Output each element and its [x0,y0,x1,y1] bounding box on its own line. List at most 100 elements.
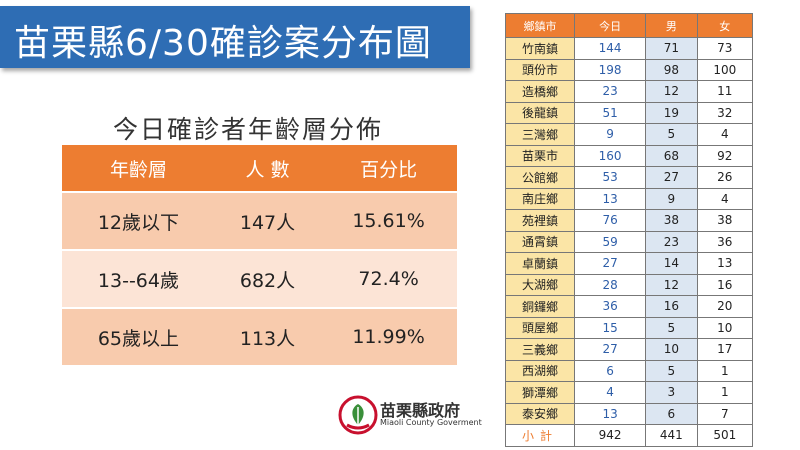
table-row: 苗栗市 160 68 92 [504,144,754,167]
township-cell: 頭屋鄉 [504,316,576,339]
table-row: 造橋鄉 23 12 11 [504,80,754,103]
female-count-cell: 32 [696,101,754,124]
table-row: 西湖鄉 6 5 1 [504,359,754,382]
female-count-cell: 17 [696,338,754,361]
female-count-cell: 20 [696,295,754,318]
total-today-cell: 942 [574,424,647,447]
today-count-cell: 9 [574,123,647,146]
female-count-cell: 100 [696,58,754,81]
female-count-cell: 1 [696,381,754,404]
age-group-cell: 13--64歲 [62,249,215,308]
female-count-cell: 13 [696,252,754,275]
table-row: 獅潭鄉 4 3 1 [504,381,754,404]
today-count-cell: 4 [574,381,647,404]
female-count-cell: 73 [696,37,754,60]
male-count-cell: 3 [645,381,698,404]
table-row: 後龍鎮 51 19 32 [504,101,754,124]
total-male-cell: 441 [645,424,698,447]
today-count-cell: 53 [574,166,647,189]
male-count-cell: 23 [645,230,698,253]
percentage-cell: 11.99% [320,307,457,365]
table-row: 卓蘭鎮 27 14 13 [504,252,754,275]
male-count-cell: 38 [645,209,698,232]
table-row: 65歲以上 113人 11.99% [62,307,457,365]
table-row: 13--64歲 682人 72.4% [62,249,457,308]
female-count-cell: 92 [696,144,754,167]
header-female: 女 [696,13,754,38]
logo-name: 苗栗縣政府 [380,401,461,420]
male-count-cell: 10 [645,338,698,361]
male-count-cell: 12 [645,273,698,296]
age-distribution-table: 年齡層 人 數 百分比 12歲以下 147人 15.61% 13--64歲 68… [62,145,457,365]
female-count-cell: 36 [696,230,754,253]
table-row: 三灣鄉 9 5 4 [504,123,754,146]
table-row: 通霄鎮 59 23 36 [504,230,754,253]
total-label-cell: 小計 [504,424,576,447]
today-count-cell: 15 [574,316,647,339]
total-row: 小計 942 441 501 [504,424,754,447]
count-cell: 682人 [214,249,321,308]
today-count-cell: 13 [574,402,647,425]
table-row: 三義鄉 27 10 17 [504,338,754,361]
today-count-cell: 6 [574,359,647,382]
township-cell: 泰安鄉 [504,402,576,425]
township-cases-table: 鄉鎮市 今日 男 女 竹南鎮 144 71 73 頭份市 198 98 100 造橋鄉 23 12 1… [504,13,754,447]
female-count-cell: 11 [696,80,754,103]
table-row: 南庄鄉 13 9 4 [504,187,754,210]
table-row: 12歲以下 147人 15.61% [62,191,457,250]
header-percentage: 百分比 [320,145,457,192]
female-count-cell: 26 [696,166,754,189]
today-count-cell: 27 [574,338,647,361]
township-cell: 苑裡鎮 [504,209,576,232]
township-cell: 三灣鄉 [504,123,576,146]
township-cell: 苗栗市 [504,144,576,167]
header-age-group: 年齡層 [62,145,215,192]
township-cell: 銅鑼鄉 [504,295,576,318]
today-count-cell: 144 [574,37,647,60]
age-table-title: 今日確診者年齡層分佈 [113,115,384,144]
township-cell: 獅潭鄉 [504,381,576,404]
female-count-cell: 10 [696,316,754,339]
table-row: 竹南鎮 144 71 73 [504,37,754,60]
female-count-cell: 1 [696,359,754,382]
age-group-cell: 12歲以下 [62,191,215,250]
table-row: 銅鑼鄉 36 16 20 [504,295,754,318]
header-count: 人 數 [214,145,321,192]
male-count-cell: 5 [645,316,698,339]
age-group-cell: 65歲以上 [62,307,215,365]
township-cell: 大湖鄉 [504,273,576,296]
male-count-cell: 16 [645,295,698,318]
male-count-cell: 71 [645,37,698,60]
township-cell: 三義鄉 [504,338,576,361]
township-cell: 西湖鄉 [504,359,576,382]
count-cell: 147人 [214,191,321,250]
male-count-cell: 27 [645,166,698,189]
table-row: 泰安鄉 13 6 7 [504,402,754,425]
female-count-cell: 38 [696,209,754,232]
male-count-cell: 5 [645,123,698,146]
township-cell: 頭份市 [504,58,576,81]
today-count-cell: 23 [574,80,647,103]
table-row: 大湖鄉 28 12 16 [504,273,754,296]
today-count-cell: 36 [574,295,647,318]
town-table-header: 鄉鎮市 今日 男 女 [504,13,754,38]
count-cell: 113人 [214,307,321,365]
male-count-cell: 5 [645,359,698,382]
township-cell: 通霄鎮 [504,230,576,253]
today-count-cell: 76 [574,209,647,232]
today-count-cell: 198 [574,58,647,81]
male-count-cell: 9 [645,187,698,210]
table-row: 頭份市 198 98 100 [504,58,754,81]
male-count-cell: 98 [645,58,698,81]
female-count-cell: 7 [696,402,754,425]
township-cell: 卓蘭鎮 [504,252,576,275]
county-emblem-icon [338,395,378,435]
female-count-cell: 16 [696,273,754,296]
percentage-cell: 15.61% [320,191,457,250]
today-count-cell: 59 [574,230,647,253]
today-count-cell: 27 [574,252,647,275]
township-cell: 後龍鎮 [504,101,576,124]
percentage-cell: 72.4% [320,249,457,308]
township-cell: 竹南鎮 [504,37,576,60]
age-table-header: 年齡層 人 數 百分比 [62,145,457,192]
